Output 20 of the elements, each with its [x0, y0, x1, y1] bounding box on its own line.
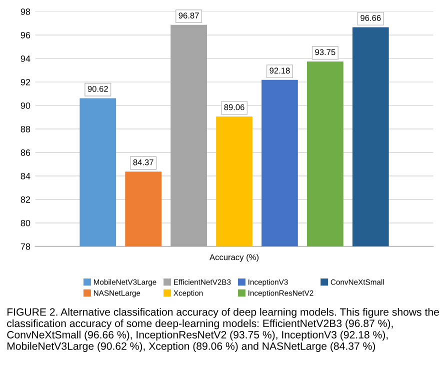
data-label: 96.66 [360, 15, 381, 21]
x-axis-title: Accuracy (%) [210, 254, 259, 262]
y-tick-label: 96 [20, 32, 30, 38]
data-label: 92.18 [270, 68, 290, 74]
data-label: 89.06 [224, 104, 244, 110]
y-tick-label: 84 [20, 172, 30, 180]
data-label: 93.75 [315, 49, 336, 56]
y-tick-label: 86 [20, 149, 30, 156]
y-tick-label: 90 [20, 102, 30, 109]
y-tick-label: 88 [20, 126, 30, 132]
y-tick-label: 82 [20, 196, 30, 203]
y-tick-label: 80 [20, 220, 30, 226]
y-tick-label: 92 [20, 78, 30, 86]
y-tick-label: 98 [20, 8, 30, 15]
y-tick-label: 78 [20, 243, 30, 250]
data-label: 96.87 [178, 12, 199, 18]
data-label: 90.62 [88, 86, 108, 92]
y-tick-label: 94 [20, 55, 30, 62]
caption: FIGURE 2. Alternative classification accuracy of deep learning models. This figure shows the classification accuracy of some deep-learning models: EfficientNetV2B3 (96.87 %), ConvNeXtSmall (96.66 %), InceptionResNetV2 (93.75 %), InceptionV3 (92.18 %), MobileNetV3Large (90.62 %), Xception (89.06 %) and NASNetLarge (84.37 %) [7, 308, 439, 352]
data-label: 84.37 [133, 159, 154, 166]
